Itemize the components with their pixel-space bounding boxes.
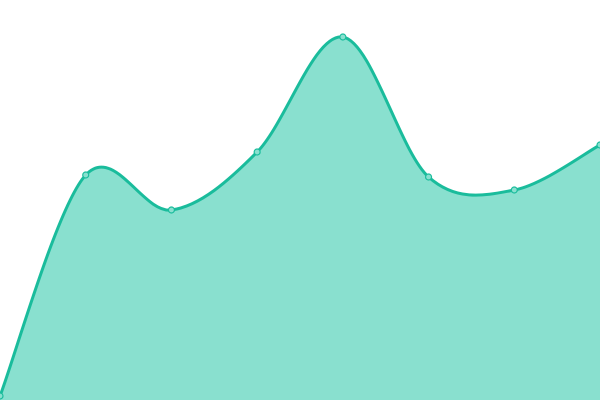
data-point-0: [0, 392, 4, 400]
data-point-6: [510, 186, 518, 194]
data-point-7: [596, 141, 600, 149]
data-markers: [0, 33, 600, 400]
data-point-4: [339, 33, 347, 41]
data-point-3: [253, 148, 261, 156]
area-fill: [0, 36, 600, 400]
data-point-1: [82, 171, 90, 179]
data-point-2: [167, 206, 176, 214]
data-point-5: [424, 173, 433, 181]
